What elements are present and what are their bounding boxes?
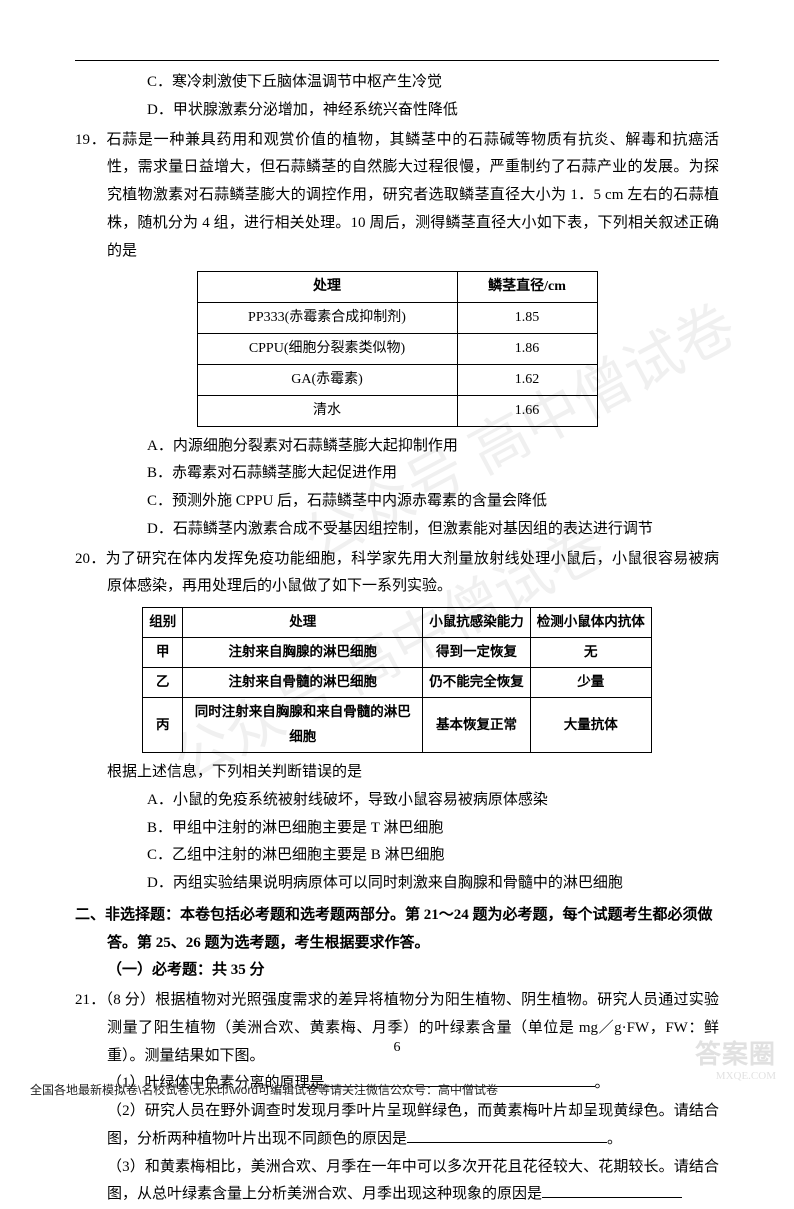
table-cell: 少量	[530, 668, 651, 698]
blank-line	[407, 1128, 607, 1143]
table-cell: 组别	[143, 608, 183, 638]
q18-option-d: D．甲状腺激素分泌增加，神经系统兴奋性降低	[75, 97, 719, 125]
q19-option-d: D．石蒜鳞茎内激素合成不受基因组控制，但激素能对基因组的表达进行调节	[75, 516, 719, 544]
q20-table: 组别 处理 小鼠抗感染能力 检测小鼠体内抗体 甲 注射来自胸腺的淋巴细胞 得到一…	[142, 607, 652, 753]
q21-sub2: （2）研究人员在野外调查时发现月季叶片呈现鲜绿色，而黄素梅叶片却呈现黄绿色。请结…	[75, 1098, 719, 1154]
table-cell: 1.62	[457, 364, 597, 395]
q20-stem: 20．为了研究在体内发挥免疫功能细胞，科学家先用大剂量放射线处理小鼠后，小鼠很容…	[75, 546, 719, 602]
blank-line	[542, 1183, 682, 1198]
watermark-logo: 答案圈	[695, 1039, 776, 1070]
q21-s1-end: 。	[595, 1075, 610, 1091]
q21-sub3: （3）和黄素梅相比，美洲合欢、月季在一年中可以多次开花且花径较大、花期较长。请结…	[75, 1154, 719, 1209]
table-cell: 注射来自骨髓的淋巴细胞	[183, 668, 423, 698]
table-cell: 1.66	[457, 395, 597, 426]
q19-option-a: A．内源细胞分裂素对石蒜鳞茎膨大起抑制作用	[75, 433, 719, 461]
section-2-header: 二、非选择题：本卷包括必考题和选考题两部分。第 21～24 题为必考题，每个试题…	[75, 902, 719, 958]
q19-option-b: B．赤霉素对石蒜鳞茎膨大起促进作用	[75, 460, 719, 488]
table-cell: 基本恢复正常	[423, 698, 531, 753]
top-rule	[75, 60, 719, 61]
table-cell: 无	[530, 638, 651, 668]
table-cell: 注射来自胸腺的淋巴细胞	[183, 638, 423, 668]
table-cell: 甲	[143, 638, 183, 668]
table-cell: 得到一定恢复	[423, 638, 531, 668]
table-cell: 1.85	[457, 303, 597, 334]
q19-option-c: C．预测外施 CPPU 后，石蒜鳞茎中内源赤霉素的含量会降低	[75, 488, 719, 516]
q20-option-c: C．乙组中注射的淋巴细胞主要是 B 淋巴细胞	[75, 842, 719, 870]
table-cell: 处理	[183, 608, 423, 638]
table-cell: 1.86	[457, 334, 597, 365]
table-cell: GA(赤霉素)	[197, 364, 457, 395]
q19-th-1: 处理	[197, 272, 457, 303]
q18-option-c: C．寒冷刺激使下丘脑体温调节中枢产生冷觉	[75, 69, 719, 97]
q20-option-b: B．甲组中注射的淋巴细胞主要是 T 淋巴细胞	[75, 815, 719, 843]
table-cell: 大量抗体	[530, 698, 651, 753]
table-cell: 丙	[143, 698, 183, 753]
table-cell: 清水	[197, 395, 457, 426]
q20-option-d: D．丙组实验结果说明病原体可以同时刺激来自胸腺和骨髓中的淋巴细胞	[75, 870, 719, 898]
table-cell: 检测小鼠体内抗体	[530, 608, 651, 638]
q20-option-a: A．小鼠的免疫系统被射线破坏，导致小鼠容易被病原体感染	[75, 787, 719, 815]
section-2a-header: （一）必考题：共 35 分	[75, 957, 719, 985]
q21-s2-end: 。	[607, 1131, 622, 1147]
watermark-url: MXQE.COM	[695, 1070, 776, 1083]
watermark-corner: 答案圈 MXQE.COM	[695, 1039, 776, 1083]
table-cell: 仍不能完全恢复	[423, 668, 531, 698]
q19-th-2: 鳞茎直径/cm	[457, 272, 597, 303]
q19-stem: 19．石蒜是一种兼具药用和观赏价值的植物，其鳞茎中的石蒜碱等物质有抗炎、解毒和抗…	[75, 127, 719, 266]
table-cell: 小鼠抗感染能力	[423, 608, 531, 638]
q20-after: 根据上述信息，下列相关判断错误的是	[75, 759, 719, 787]
table-cell: 乙	[143, 668, 183, 698]
q19-table: 处理 鳞茎直径/cm PP333(赤霉素合成抑制剂)1.85 CPPU(细胞分裂…	[197, 271, 598, 426]
table-cell: 同时注射来自胸腺和来自骨髓的淋巴细胞	[183, 698, 423, 753]
table-cell: PP333(赤霉素合成抑制剂)	[197, 303, 457, 334]
table-cell: CPPU(细胞分裂素类似物)	[197, 334, 457, 365]
page-number: 6	[0, 1035, 794, 1061]
footer-text: 全国各地最新模拟卷\名校试卷\无水印\word可编辑试卷等请关注微信公众号：高中…	[30, 1079, 498, 1101]
